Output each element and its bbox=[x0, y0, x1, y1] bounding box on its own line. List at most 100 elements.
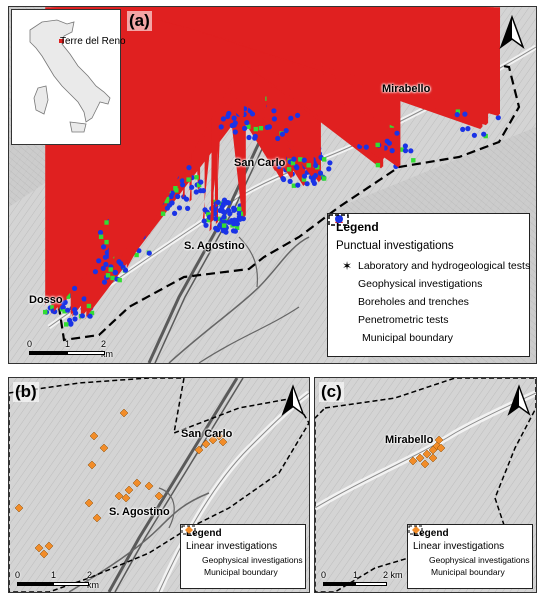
map-panel-a: (a) Mirabello San Carlo S. Agostino Doss… bbox=[8, 6, 537, 364]
square-marker bbox=[50, 305, 55, 310]
circle-marker bbox=[122, 267, 129, 273]
diamond-marker bbox=[434, 435, 444, 445]
place-label-san-carlo: San Carlo bbox=[234, 157, 286, 169]
legend-item-laboratory: ✶ Laboratory and hydrogeological tests bbox=[336, 257, 530, 275]
place-label-s-agostino: S. Agostino bbox=[184, 240, 245, 252]
legend-item-label: Geophysical investigations bbox=[202, 555, 303, 565]
circle-marker bbox=[198, 179, 204, 185]
square-marker bbox=[286, 167, 292, 172]
circle-marker bbox=[317, 170, 324, 176]
square-marker bbox=[104, 239, 109, 245]
square-marker bbox=[117, 277, 122, 283]
circle-marker bbox=[169, 190, 175, 196]
circle-marker bbox=[201, 218, 207, 224]
investigation-points-a bbox=[43, 7, 501, 327]
inset-label-terre-del-reno: Terre del Reno bbox=[60, 36, 126, 47]
highway-b bbox=[107, 378, 239, 592]
legend-a: Legend Punctual investigations ✶ Laborat… bbox=[327, 213, 530, 357]
circle-marker bbox=[101, 279, 108, 285]
circle-marker bbox=[301, 173, 308, 179]
scale-tick-0: 0 bbox=[15, 570, 21, 580]
circle-marker bbox=[79, 313, 85, 319]
square-marker bbox=[206, 212, 211, 217]
square-marker bbox=[186, 177, 191, 182]
legend-item-boundary: Municipal boundary bbox=[181, 525, 300, 578]
circle-marker bbox=[146, 250, 152, 256]
panel-label-c: (c) bbox=[319, 382, 344, 402]
circle-marker bbox=[402, 148, 409, 154]
diamond-marker bbox=[201, 439, 211, 449]
panel-label-a: (a) bbox=[127, 11, 152, 31]
triangle-marker bbox=[115, 7, 491, 114]
diamond-marker bbox=[44, 541, 54, 551]
legend-item-label: Geophysical investigations bbox=[429, 555, 530, 565]
diamond-marker bbox=[34, 543, 44, 553]
diamond-marker bbox=[208, 435, 218, 445]
legend-c: Legend Linear investigations Geophysical… bbox=[407, 524, 533, 589]
circle-marker bbox=[240, 216, 246, 222]
square-marker bbox=[375, 162, 381, 168]
square-marker bbox=[98, 234, 104, 239]
legend-item-geophysical: Geophysical investigations bbox=[185, 526, 303, 566]
legend-subtitle: Linear investigations bbox=[413, 541, 505, 552]
circle-marker bbox=[402, 143, 408, 149]
circle-marker bbox=[234, 221, 240, 227]
square-marker bbox=[65, 293, 71, 298]
circle-marker bbox=[224, 200, 230, 206]
square-marker bbox=[62, 309, 67, 314]
place-label-s-agostino-b: S. Agostino bbox=[109, 506, 170, 518]
circle-marker bbox=[495, 115, 501, 121]
diamond-marker bbox=[408, 456, 418, 466]
diamond-marker bbox=[214, 431, 224, 441]
legend-title: Legend bbox=[413, 528, 449, 539]
circle-marker bbox=[221, 214, 227, 220]
scale-bar-a: 0 1 2 km bbox=[27, 339, 113, 359]
square-marker bbox=[108, 267, 113, 272]
diamond-marker bbox=[87, 460, 97, 470]
legend-item-label: Municipal boundary bbox=[431, 567, 505, 577]
north-arrow-icon bbox=[507, 384, 531, 416]
circle-marker bbox=[389, 148, 395, 154]
circle-marker bbox=[172, 210, 178, 216]
circle-marker bbox=[249, 111, 256, 117]
circle-marker bbox=[186, 165, 192, 171]
square-marker bbox=[164, 198, 169, 204]
legend-title: Legend bbox=[336, 220, 379, 234]
circle-marker bbox=[304, 181, 310, 187]
italy-outline bbox=[29, 19, 111, 133]
circle-marker bbox=[313, 162, 319, 169]
circle-marker bbox=[227, 211, 233, 217]
circle-marker bbox=[408, 148, 414, 154]
circle-marker bbox=[52, 309, 58, 315]
circle-marker bbox=[200, 188, 206, 194]
square-marker bbox=[160, 211, 166, 216]
square-marker bbox=[455, 109, 461, 114]
circle-marker bbox=[218, 124, 224, 130]
circle-marker bbox=[279, 131, 285, 137]
study-area-marker bbox=[59, 39, 64, 43]
diamond-marker bbox=[154, 491, 164, 501]
square-marker bbox=[321, 176, 327, 181]
circle-marker bbox=[295, 112, 301, 118]
place-label-mirabello: Mirabello bbox=[382, 83, 431, 95]
square-marker bbox=[290, 160, 296, 166]
circle-marker bbox=[280, 176, 286, 182]
circle-marker bbox=[81, 296, 87, 302]
north-arrow-icon bbox=[499, 15, 525, 50]
square-marker bbox=[483, 133, 488, 139]
square-marker bbox=[246, 124, 251, 129]
square-marker bbox=[237, 206, 242, 212]
circle-marker bbox=[242, 125, 248, 131]
square-marker bbox=[86, 303, 92, 309]
map-panel-c: (c) Mirabello 0 1 2 km Legend Linear inv… bbox=[314, 377, 537, 593]
circle-marker bbox=[276, 163, 282, 169]
circle-marker bbox=[215, 227, 221, 233]
legend-item-boundary: Municipal boundary bbox=[328, 214, 521, 347]
circle-marker bbox=[283, 128, 289, 134]
north-arrow-icon bbox=[281, 384, 305, 416]
circle-marker bbox=[481, 131, 487, 137]
circle-marker bbox=[230, 228, 237, 234]
circle-marker bbox=[465, 126, 471, 132]
square-marker bbox=[399, 147, 404, 152]
place-label-dosso: Dosso bbox=[29, 294, 63, 306]
